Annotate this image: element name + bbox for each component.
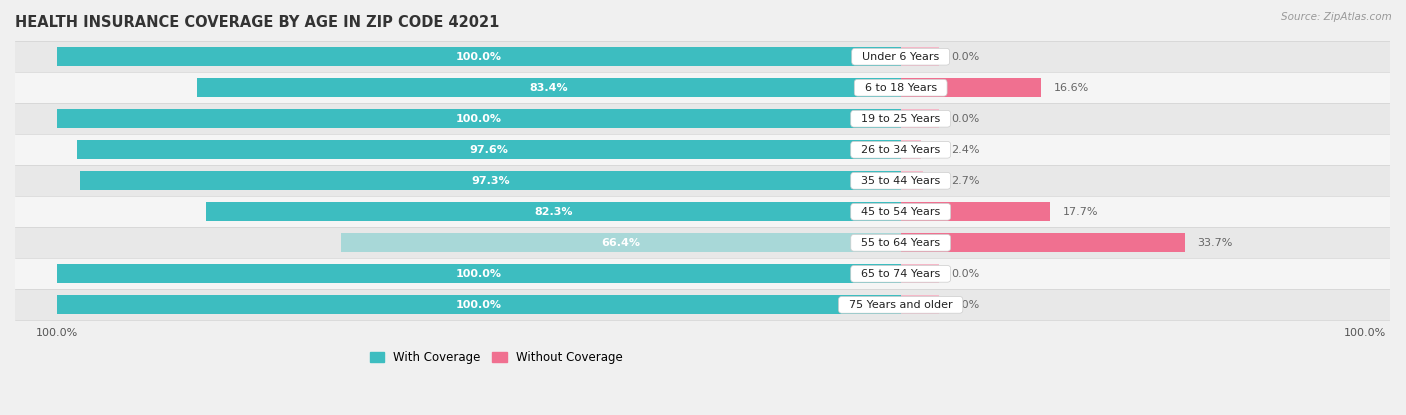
Bar xyxy=(901,295,939,315)
Text: 17.7%: 17.7% xyxy=(1063,207,1098,217)
Bar xyxy=(197,78,901,98)
Bar xyxy=(0,134,1406,165)
Text: 82.3%: 82.3% xyxy=(534,207,572,217)
Text: HEALTH INSURANCE COVERAGE BY AGE IN ZIP CODE 42021: HEALTH INSURANCE COVERAGE BY AGE IN ZIP … xyxy=(15,15,499,30)
Text: 97.6%: 97.6% xyxy=(470,145,509,155)
Bar xyxy=(207,202,901,222)
Text: 0.0%: 0.0% xyxy=(952,52,980,62)
Text: 33.7%: 33.7% xyxy=(1198,238,1233,248)
Legend: With Coverage, Without Coverage: With Coverage, Without Coverage xyxy=(366,347,627,369)
Bar xyxy=(901,78,1040,98)
Bar xyxy=(901,140,921,159)
Bar xyxy=(0,196,1406,227)
Text: Source: ZipAtlas.com: Source: ZipAtlas.com xyxy=(1281,12,1392,22)
Text: 0.0%: 0.0% xyxy=(952,114,980,124)
Bar xyxy=(0,103,1406,134)
Bar xyxy=(58,295,901,315)
Text: 83.4%: 83.4% xyxy=(530,83,568,93)
Bar xyxy=(0,41,1406,72)
Text: 45 to 54 Years: 45 to 54 Years xyxy=(853,207,948,217)
Text: 2.4%: 2.4% xyxy=(952,145,980,155)
Bar xyxy=(80,171,901,190)
Bar xyxy=(0,72,1406,103)
Text: 26 to 34 Years: 26 to 34 Years xyxy=(853,145,948,155)
Text: 6 to 18 Years: 6 to 18 Years xyxy=(858,83,943,93)
Bar xyxy=(0,289,1406,320)
Text: 0.0%: 0.0% xyxy=(952,300,980,310)
Text: 100.0%: 100.0% xyxy=(456,52,502,62)
Text: 19 to 25 Years: 19 to 25 Years xyxy=(853,114,948,124)
Text: Under 6 Years: Under 6 Years xyxy=(855,52,946,62)
Text: 65 to 74 Years: 65 to 74 Years xyxy=(853,269,948,279)
Bar xyxy=(58,47,901,66)
Bar xyxy=(340,233,901,252)
Text: 97.3%: 97.3% xyxy=(471,176,509,186)
Bar xyxy=(58,109,901,128)
Text: 66.4%: 66.4% xyxy=(602,238,640,248)
Text: 100.0%: 100.0% xyxy=(456,114,502,124)
Text: 100.0%: 100.0% xyxy=(456,269,502,279)
Bar xyxy=(901,47,939,66)
Text: 75 Years and older: 75 Years and older xyxy=(842,300,959,310)
Text: 55 to 64 Years: 55 to 64 Years xyxy=(853,238,948,248)
Bar xyxy=(0,165,1406,196)
Bar xyxy=(901,171,924,190)
Text: 0.0%: 0.0% xyxy=(952,269,980,279)
Bar xyxy=(901,233,1185,252)
Text: 35 to 44 Years: 35 to 44 Years xyxy=(853,176,948,186)
Bar xyxy=(0,227,1406,259)
Bar xyxy=(77,140,901,159)
Bar xyxy=(901,109,939,128)
Bar xyxy=(901,264,939,283)
Bar xyxy=(58,264,901,283)
Text: 16.6%: 16.6% xyxy=(1053,83,1088,93)
Text: 100.0%: 100.0% xyxy=(456,300,502,310)
Bar xyxy=(901,202,1050,222)
Bar xyxy=(0,259,1406,289)
Text: 2.7%: 2.7% xyxy=(952,176,980,186)
